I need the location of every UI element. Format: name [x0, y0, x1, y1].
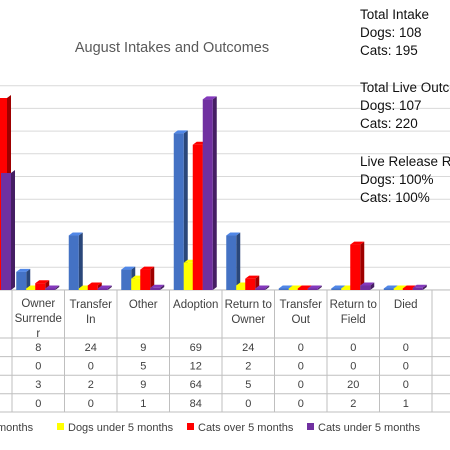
bar-2-2 — [140, 266, 155, 290]
table-cell: 8 — [35, 342, 41, 354]
category-label: In — [86, 314, 96, 326]
bar-6-3 — [360, 282, 375, 290]
table-cell: 20 — [347, 379, 359, 391]
live-release-rate-title: Live Release Ra — [360, 154, 450, 169]
table-cell: 0 — [298, 361, 304, 373]
bar-2-3 — [150, 284, 165, 290]
bar-6-2 — [350, 241, 365, 290]
chart-floor — [0, 289, 450, 290]
table-cell: 0 — [403, 342, 409, 354]
category-label: Return to — [330, 299, 377, 311]
total-live-outcome-title: Total Live Outco — [360, 80, 450, 95]
bar-4-0 — [226, 232, 241, 290]
bar-partial-category — [1, 170, 15, 290]
category-label: r — [36, 328, 40, 340]
legend-label: Cats under 5 months — [318, 422, 421, 434]
table-cell: 0 — [298, 398, 304, 410]
table-cell: 5 — [245, 379, 251, 391]
table-cell: 1 — [140, 398, 146, 410]
table-cell: 1 — [403, 398, 409, 410]
bar-0-2 — [35, 280, 50, 290]
category-label: Other — [129, 299, 158, 311]
table-cell: 0 — [35, 361, 41, 373]
bar-5-3 — [307, 285, 322, 290]
table-cell: 3 — [35, 379, 41, 391]
bar-3-3 — [202, 96, 217, 290]
table-cell: 84 — [190, 398, 202, 410]
category-label: Transfer — [280, 299, 323, 311]
category-label: Transfer — [70, 299, 113, 311]
table-cell: 0 — [403, 361, 409, 373]
table-cell: 24 — [242, 342, 254, 354]
category-label: Adoption — [173, 299, 218, 311]
table-cell: 0 — [298, 342, 304, 354]
total-live-outcome-dogs: Dogs: 107 — [360, 98, 422, 113]
legend-key — [57, 423, 64, 430]
legend-key — [187, 423, 194, 430]
table-cell: 0 — [350, 342, 356, 354]
table-cell: 64 — [190, 379, 202, 391]
bar-1-0 — [68, 232, 83, 290]
legend-key — [307, 423, 314, 430]
category-label: Owner — [21, 298, 55, 310]
table-cell: 24 — [85, 342, 97, 354]
table-cell: 9 — [140, 379, 146, 391]
table-cell: 9 — [140, 342, 146, 354]
bar-3-0 — [173, 130, 188, 290]
total-intake-dogs: Dogs: 108 — [360, 25, 422, 40]
table-cell: 0 — [298, 379, 304, 391]
table-cell: 2 — [350, 398, 356, 410]
category-label: Out — [291, 314, 310, 326]
total-live-outcome-cats: Cats: 220 — [360, 116, 418, 131]
table-cell: 0 — [35, 398, 41, 410]
bar-0-0 — [16, 268, 31, 290]
table-cell: 69 — [190, 342, 202, 354]
legend: months Dogs under 5 months Cats over 5 mon… — [0, 422, 421, 434]
category-label: Surrende — [15, 313, 62, 325]
legend-label: Cats over 5 months — [198, 422, 294, 434]
bars — [0, 95, 427, 290]
live-release-rate-dogs: Dogs: 100% — [360, 172, 434, 187]
category-label: Return to — [225, 299, 272, 311]
table-cell: 5 — [140, 361, 146, 373]
table-cell: 2 — [245, 361, 251, 373]
bar-1-3 — [97, 285, 112, 290]
chart-title: August Intakes and Outcomes — [75, 40, 269, 56]
total-intake-title: Total Intake — [360, 7, 430, 22]
legend-label: months — [0, 422, 34, 434]
category-label: Owner — [231, 314, 265, 326]
bar-0-3 — [45, 285, 60, 290]
category-label: Field — [341, 314, 366, 326]
table-cell: 2 — [88, 379, 94, 391]
total-intake-cats: Cats: 195 — [360, 43, 418, 58]
bar-7-3 — [412, 284, 427, 290]
bar-4-3 — [255, 285, 270, 290]
category-label: Died — [394, 299, 418, 311]
data-table: Owner Surrende r Transfer In Other Adoption Ret… — [0, 290, 450, 413]
table-cell: 0 — [350, 361, 356, 373]
live-release-rate-cats: Cats: 100% — [360, 190, 430, 205]
table-cell: 0 — [88, 398, 94, 410]
table-cell: 0 — [245, 398, 251, 410]
table-cell: 0 — [88, 361, 94, 373]
table-cell: 0 — [403, 379, 409, 391]
legend-label: Dogs under 5 months — [68, 422, 174, 434]
table-cell: 12 — [190, 361, 202, 373]
